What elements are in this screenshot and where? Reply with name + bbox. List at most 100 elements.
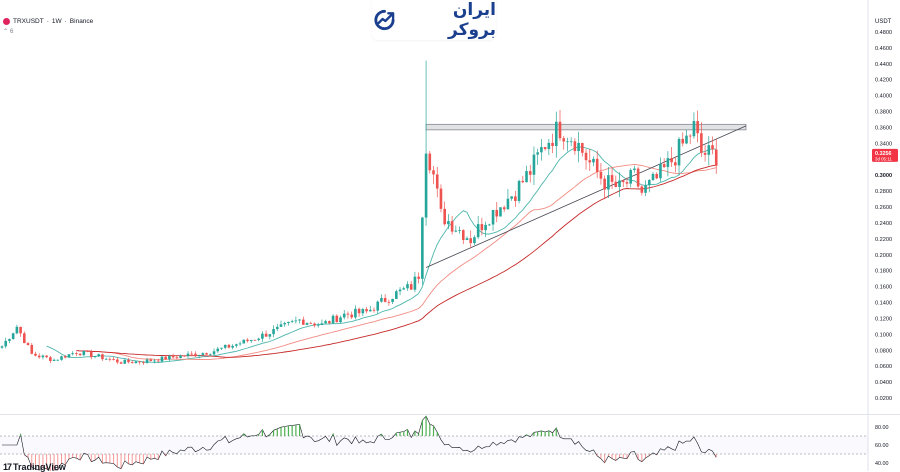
candle bbox=[621, 179, 625, 188]
candle bbox=[235, 343, 238, 348]
candle bbox=[112, 356, 115, 361]
candle bbox=[104, 357, 108, 360]
candle bbox=[257, 337, 260, 342]
price-tick-label: 0.4600 bbox=[875, 46, 892, 52]
candle-body bbox=[525, 171, 528, 183]
candle-body bbox=[316, 324, 320, 326]
candle-body bbox=[231, 345, 234, 348]
candle-body bbox=[93, 356, 97, 358]
candle-body bbox=[160, 356, 164, 362]
candle-body bbox=[116, 359, 119, 363]
candle-body bbox=[461, 230, 465, 241]
candle bbox=[316, 322, 320, 328]
candle-body bbox=[599, 171, 603, 179]
candle bbox=[443, 201, 446, 226]
candle-body bbox=[145, 359, 149, 364]
price-tick-label: 0.3000 bbox=[875, 173, 892, 179]
candle bbox=[476, 215, 480, 240]
candle bbox=[636, 166, 640, 189]
candle-body bbox=[156, 360, 160, 362]
candle-body bbox=[510, 196, 513, 199]
candle bbox=[521, 175, 525, 184]
chevron-up-icon: ⌃ bbox=[3, 29, 9, 35]
candle bbox=[346, 311, 350, 319]
candle bbox=[86, 350, 89, 353]
candle-body bbox=[171, 355, 175, 358]
exchange-label: Binance bbox=[69, 18, 94, 25]
candle-body bbox=[212, 351, 216, 355]
candle bbox=[82, 350, 86, 357]
candle-body bbox=[380, 297, 383, 302]
candle-body bbox=[235, 344, 238, 346]
candle-body bbox=[577, 142, 580, 152]
candle-body bbox=[592, 158, 595, 163]
candle-body bbox=[112, 359, 115, 360]
indicator-toggle[interactable]: ⌃ 6 bbox=[3, 28, 13, 36]
rsi-tick-label: 60.00 bbox=[875, 443, 889, 449]
candle-body bbox=[398, 289, 402, 292]
candle-body bbox=[543, 147, 547, 150]
candle bbox=[461, 229, 465, 245]
candle bbox=[101, 353, 104, 361]
candle-body bbox=[569, 141, 573, 143]
symbol-header[interactable]: TRXUSDT · 1W · Binance bbox=[3, 18, 93, 25]
price-tick-label: 0.1600 bbox=[875, 285, 892, 291]
candle bbox=[551, 133, 554, 154]
axis-currency[interactable]: USDT bbox=[875, 19, 892, 25]
price-badge-bg bbox=[872, 148, 898, 162]
tradingview-watermark: 17 TradingView bbox=[3, 462, 66, 472]
candle bbox=[502, 205, 506, 213]
candle bbox=[692, 112, 696, 139]
candle bbox=[365, 307, 368, 314]
candle bbox=[428, 150, 432, 174]
candle-body bbox=[56, 359, 60, 361]
candle bbox=[335, 314, 339, 323]
candle-body bbox=[607, 175, 610, 190]
candle-body bbox=[711, 145, 714, 150]
candle-body bbox=[0, 346, 4, 348]
candle bbox=[175, 355, 179, 360]
candle-body bbox=[164, 356, 167, 360]
candle bbox=[67, 354, 71, 358]
candle bbox=[435, 166, 439, 198]
candle bbox=[387, 299, 391, 306]
candle-body bbox=[506, 198, 510, 210]
candle-body bbox=[703, 152, 707, 155]
candle bbox=[380, 294, 383, 303]
candle bbox=[153, 358, 156, 364]
candle-body bbox=[220, 347, 223, 349]
candle bbox=[651, 172, 655, 181]
candle-body bbox=[480, 224, 484, 231]
candle bbox=[421, 216, 424, 285]
candle-body bbox=[23, 333, 26, 344]
candle bbox=[603, 175, 606, 198]
candle bbox=[514, 190, 517, 207]
candle bbox=[75, 351, 78, 357]
candle-body bbox=[275, 326, 279, 330]
candle bbox=[424, 60, 428, 226]
candle-body bbox=[223, 344, 227, 348]
candle-body bbox=[309, 323, 313, 324]
candle-body bbox=[246, 339, 249, 342]
candle-body bbox=[368, 309, 372, 312]
ascending-trendline bbox=[425, 125, 747, 268]
candle bbox=[666, 151, 670, 177]
candle bbox=[454, 225, 458, 233]
candle-body bbox=[75, 353, 78, 355]
candle bbox=[696, 110, 699, 143]
candle-body bbox=[428, 153, 432, 171]
candle bbox=[465, 236, 469, 241]
candle bbox=[328, 320, 331, 324]
price-tick-label: 0.2600 bbox=[875, 205, 892, 211]
candle bbox=[640, 184, 644, 196]
candle-body bbox=[261, 333, 264, 339]
candle-body bbox=[469, 238, 473, 244]
price-axis: 0.4800 0.4600 0.4400 0.4200 0.4000 0.3800 0.36… bbox=[875, 30, 892, 402]
candle bbox=[499, 207, 502, 217]
candle-body bbox=[484, 224, 487, 231]
price-tick-label: 0.1400 bbox=[875, 301, 892, 307]
candle-body bbox=[67, 354, 71, 358]
candle-body bbox=[603, 178, 606, 190]
price-badge-countdown: 3d 05:11 bbox=[875, 156, 892, 161]
